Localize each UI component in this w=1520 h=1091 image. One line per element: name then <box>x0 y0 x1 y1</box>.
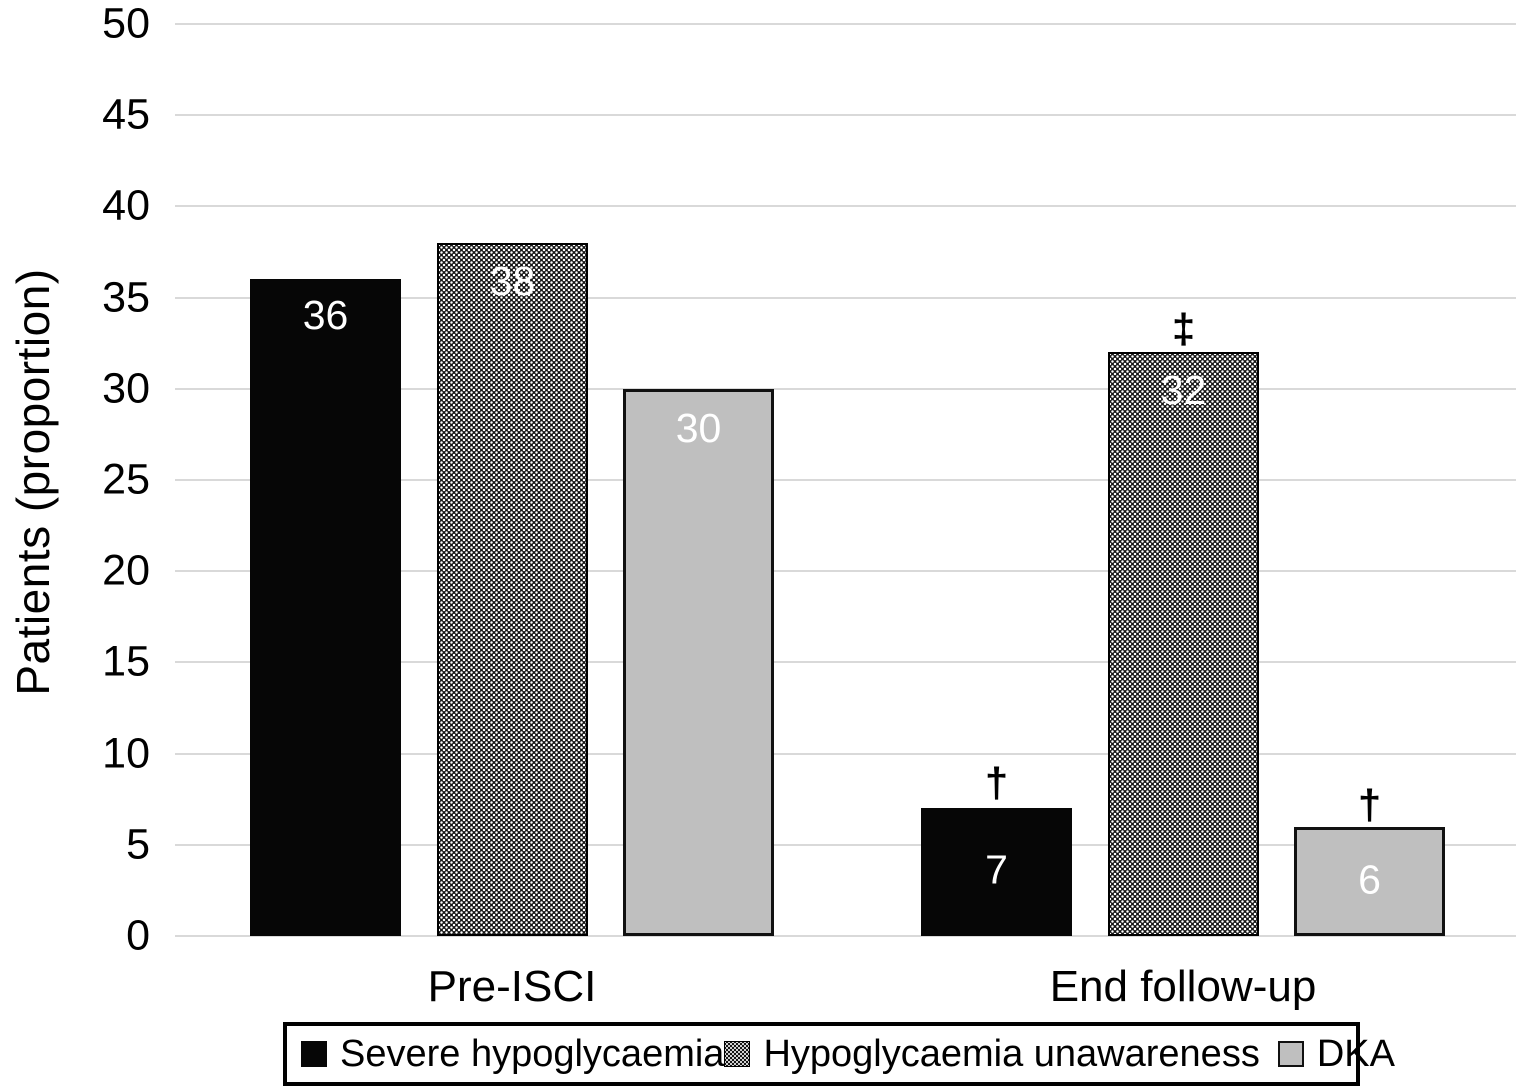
bar-value-label: 36 <box>302 292 349 338</box>
y-tick-label: 20 <box>102 546 150 595</box>
gridline <box>175 387 1516 390</box>
x-category-pre-isci: Pre-ISCI <box>427 962 597 1011</box>
legend-swatch-dka <box>1277 1041 1304 1067</box>
gridline <box>175 479 1516 481</box>
double-dagger-annotation: ‡ <box>1171 305 1196 352</box>
dagger-annotation: † <box>984 759 1009 806</box>
gridline <box>175 23 1516 25</box>
gridline <box>175 114 1516 117</box>
legend-item-hypoglycaemia-unawareness: Hypoglycaemia unawareness <box>724 1032 1260 1076</box>
y-tick-label: 45 <box>102 90 150 139</box>
y-tick-label: 0 <box>126 911 150 960</box>
gridline <box>175 296 1516 299</box>
legend-swatch-hypoglycaemia-unawareness <box>724 1041 751 1067</box>
bar-hypoglycaemia-unawareness-pre-isci: 38 <box>437 243 588 936</box>
gridline <box>175 570 1516 573</box>
y-tick-label: 10 <box>102 729 150 778</box>
legend-label: DKA <box>1316 1032 1395 1075</box>
gridline <box>175 661 1516 664</box>
y-tick-label: 30 <box>102 364 150 413</box>
y-tick-label: 40 <box>102 181 150 230</box>
y-tick-label: 25 <box>102 455 150 504</box>
bar-value-label: 38 <box>489 258 536 304</box>
plot-area: 36 38 30 † 7 ‡ 32 † 6 <box>175 23 1516 937</box>
y-tick-label: 35 <box>102 273 150 322</box>
legend-label: Severe hypoglycaemia <box>340 1032 725 1075</box>
y-tick-label: 15 <box>102 637 150 686</box>
bar-value-label: 32 <box>1160 367 1207 413</box>
bar-value-label: 6 <box>1358 856 1381 903</box>
gridline <box>175 935 1516 937</box>
gridline <box>175 843 1516 846</box>
bar-severe-hypoglycaemia-end-follow-up: † 7 <box>921 762 1072 936</box>
y-tick-label: 5 <box>126 820 150 869</box>
dagger-annotation: † <box>1357 781 1382 828</box>
legend: Severe hypoglycaemia Hypoglycaemia unawa… <box>283 1022 1395 1086</box>
x-category-end-follow-up: End follow-up <box>1049 962 1317 1011</box>
y-tick-label: 50 <box>102 0 150 48</box>
legend-label: Hypoglycaemia unawareness <box>763 1032 1260 1075</box>
legend-item-dka: DKA <box>1277 1032 1395 1076</box>
legend-swatch-severe-hypoglycaemia <box>301 1041 327 1067</box>
bar-dka-end-follow-up: † 6 <box>1294 784 1445 936</box>
bar-dka-pre-isci: 30 <box>623 389 774 936</box>
gridline <box>175 752 1516 755</box>
legend-item-severe-hypoglycaemia: Severe hypoglycaemia <box>301 1033 724 1076</box>
bar-value-label: 7 <box>985 846 1008 893</box>
bar-hypoglycaemia-unawareness-end-follow-up: ‡ 32 <box>1108 308 1259 936</box>
bar-severe-hypoglycaemia-pre-isci: 36 <box>250 279 401 936</box>
gridline <box>175 205 1516 208</box>
bar-value-label: 30 <box>675 405 722 451</box>
